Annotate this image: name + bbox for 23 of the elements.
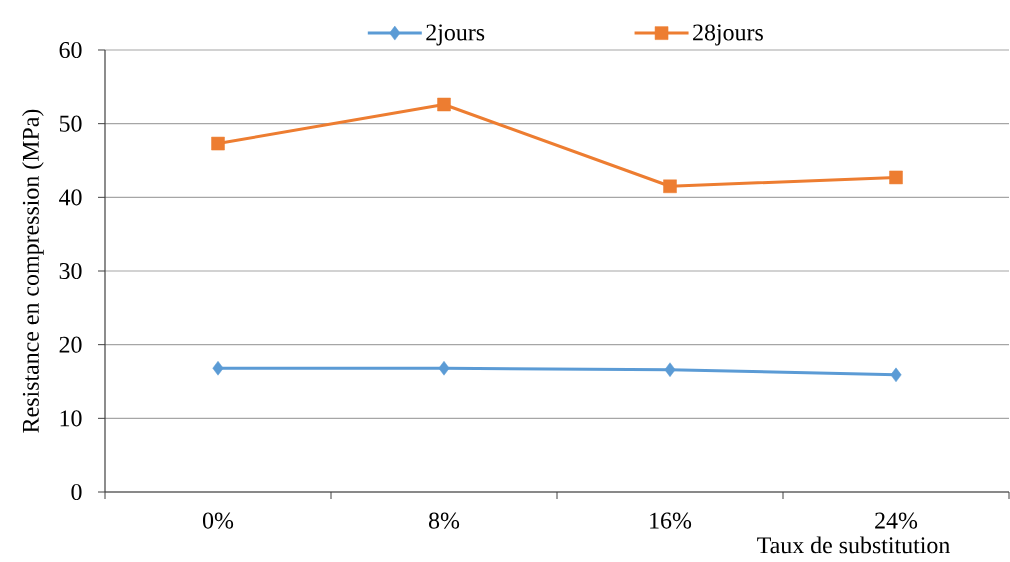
point — [664, 362, 676, 377]
y-tick-label: 50 — [59, 115, 82, 132]
x-tick-label: 8% — [428, 512, 460, 529]
x-tick-label: 24% — [875, 512, 918, 529]
y-tick-label: 40 — [59, 189, 82, 206]
point — [438, 360, 450, 376]
point — [211, 136, 225, 151]
legend-label: 28jours — [693, 24, 763, 46]
y-tick-label: 20 — [59, 336, 82, 353]
point — [663, 179, 677, 194]
y-axis-title: Resistance en compression (MPa) — [22, 109, 44, 433]
x-tick-label: 16% — [650, 512, 692, 529]
y-tick-label: 0 — [71, 483, 82, 501]
y-tick-label: 10 — [60, 410, 82, 427]
point — [437, 97, 451, 112]
y-tick-label: 60 — [59, 41, 82, 59]
x-axis-title: Taux de substitution — [757, 536, 950, 554]
legend-label: 2jours — [426, 24, 485, 46]
point — [890, 367, 902, 383]
point — [212, 360, 224, 376]
point — [889, 170, 903, 185]
x-tick-label: 0% — [202, 512, 234, 529]
y-tick-label: 30 — [59, 262, 82, 280]
